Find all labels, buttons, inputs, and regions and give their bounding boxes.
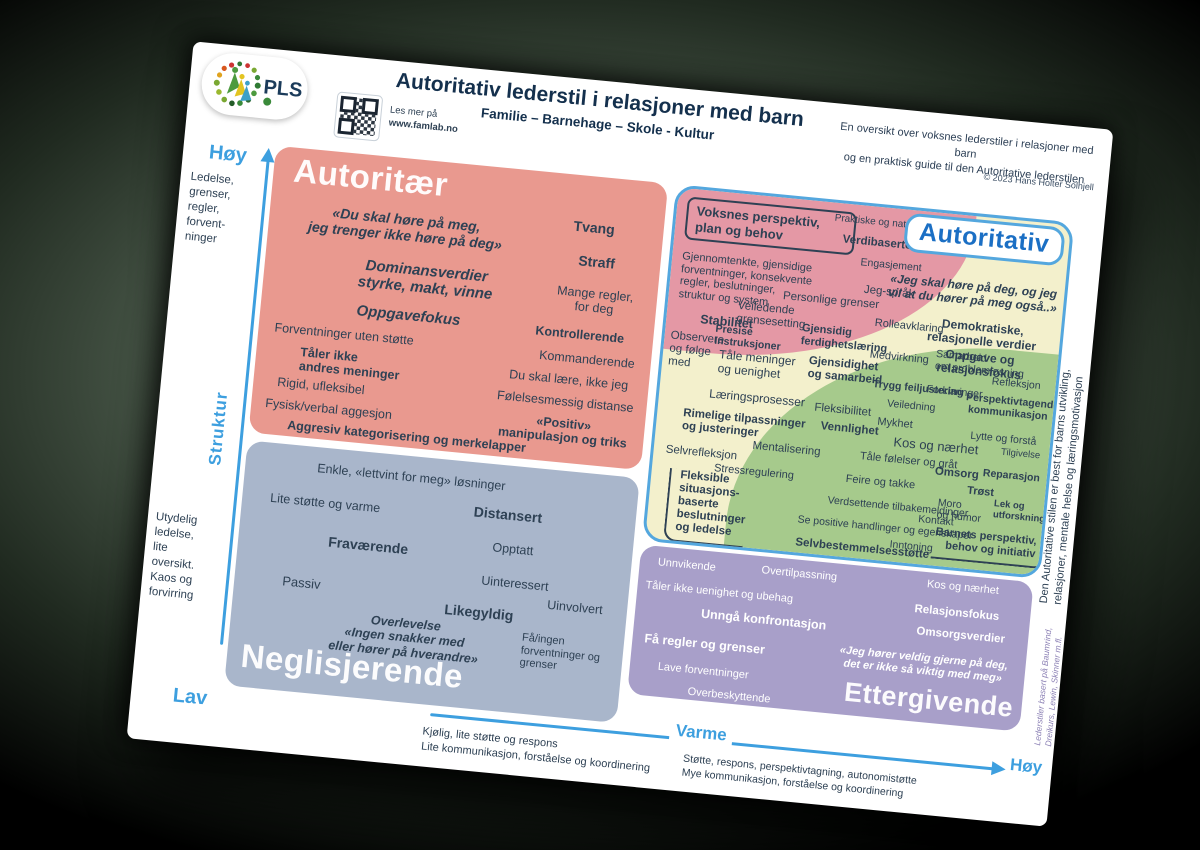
side-note-credits: Lederstiler basert på Baumrind, Dreikurs… xyxy=(1032,626,1064,747)
cloud-item: Lave forventninger xyxy=(657,660,750,682)
qr-finder-bottomleft xyxy=(337,117,355,136)
struktur-high-desc: Ledelse, grenser, regler, forvent- ninge… xyxy=(184,170,235,246)
cloud-item: Overtilpassning xyxy=(761,564,838,584)
pls-logo: PLS xyxy=(198,50,311,123)
cloud-item: Tvang xyxy=(572,217,616,238)
cloud-item: Oppgavefokus xyxy=(355,302,462,330)
famlab-url[interactable]: www.famlab.no xyxy=(388,117,459,135)
varme-arrow-head xyxy=(991,761,1007,777)
quadrant-autoritaer: Autoritær «Du skal høre på meg, jeg tren… xyxy=(248,145,669,471)
cloud-item: Uinvolvert xyxy=(546,597,604,618)
cloud-item: Overbeskyttende xyxy=(687,685,771,706)
cloud-item: Tåler ikke andres meninger xyxy=(298,345,400,383)
cloud-item: Enkle, «lettvint for meg» løsninger xyxy=(316,461,507,494)
struktur-low-label: Lav xyxy=(171,684,209,710)
cloud-item: Kos og nærhet xyxy=(926,578,1000,598)
poster-card: PLS Les mer på www.famlab.no Autoritativ … xyxy=(126,41,1114,827)
cloud-item: Mange regler, for deg xyxy=(556,283,635,318)
cloud-item: Passiv xyxy=(281,573,322,592)
cloud-item: Omsorgsverdier xyxy=(915,625,1006,646)
cloud-item: Tåle meninger og uenighet xyxy=(717,347,797,381)
cloud-item: Dominansverdier styrke, makt, vinne xyxy=(357,256,494,304)
cloud-item: Trøst xyxy=(966,484,995,500)
svg-text:PLS: PLS xyxy=(263,76,304,102)
quadrant-title-autoritaer: Autoritær xyxy=(292,151,450,204)
qr-finder-topleft xyxy=(339,95,358,114)
cloud-item: Opptatt xyxy=(491,540,535,559)
cloud-item: Lite støtte og varme xyxy=(269,490,381,516)
cloud-item: Relasjonsfokus xyxy=(914,603,1000,624)
cloud-item: Få/ingen forventninger og grenser xyxy=(519,631,601,673)
cloud-item: Unnvikende xyxy=(657,556,717,574)
cloud-item: Fraværende xyxy=(327,533,409,558)
quadrant-ettergivende: Ettergivende Unnvikende Overtilpassning Ko… xyxy=(627,544,1034,732)
struktur-high-label: Høy xyxy=(208,141,248,167)
quadrant-autoritativ: Autoritativ Voksnes perspektiv, plan og … xyxy=(641,184,1075,579)
cloud-item: Læringsprosesser xyxy=(708,386,806,410)
cloud-item: Kontrollerende xyxy=(534,323,625,346)
varme-high-label: Høy xyxy=(1009,754,1044,777)
cloud-item: Straff xyxy=(577,252,616,272)
cloud-item: Få regler og grenser xyxy=(643,631,766,657)
pls-logo-graphic: PLS xyxy=(213,61,304,107)
cloud-item: «Du skal høre på meg, jeg trenger ikke h… xyxy=(307,204,503,253)
cloud-item: Unngå konfrontasjon xyxy=(700,606,827,633)
cloud-item: Uinteressert xyxy=(480,573,550,594)
cloud-item: Tåler ikke uenighet og ubehag xyxy=(645,579,794,606)
struktur-axis-label: Struktur xyxy=(205,390,232,467)
cloud-item: Du skal lære, ikke jeg xyxy=(508,367,629,393)
varme-axis-label: Varme xyxy=(668,720,734,747)
cloud-item: Kommanderende xyxy=(538,347,636,372)
cloud-item: Forventninger uten støtte xyxy=(273,320,415,348)
cloud-item: Fysisk/verbal aggesjon xyxy=(264,395,393,423)
cloud-item: Distansert xyxy=(473,503,543,526)
quadrant-neglisjerende: Neglisjerende Enkle, «lettvint for meg» … xyxy=(224,440,640,723)
fleksible-beslutninger-box: Fleksible situasjons- baserte beslutning… xyxy=(663,467,750,548)
cloud-item: Selvrefleksjon xyxy=(665,443,738,463)
quadrant-title-ettergivende: Ettergivende xyxy=(842,676,1015,723)
struktur-low-desc: Utydelig ledelse, lite oversikt. Kaos og… xyxy=(148,510,198,602)
